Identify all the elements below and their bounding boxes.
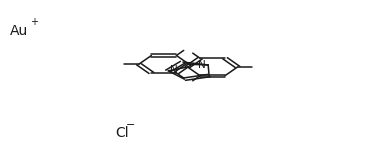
- Text: Cl: Cl: [116, 126, 129, 140]
- Text: Au: Au: [10, 24, 28, 38]
- Text: N: N: [170, 65, 178, 75]
- Text: +: +: [30, 18, 38, 27]
- Text: N: N: [199, 60, 206, 70]
- Text: −: −: [126, 120, 136, 130]
